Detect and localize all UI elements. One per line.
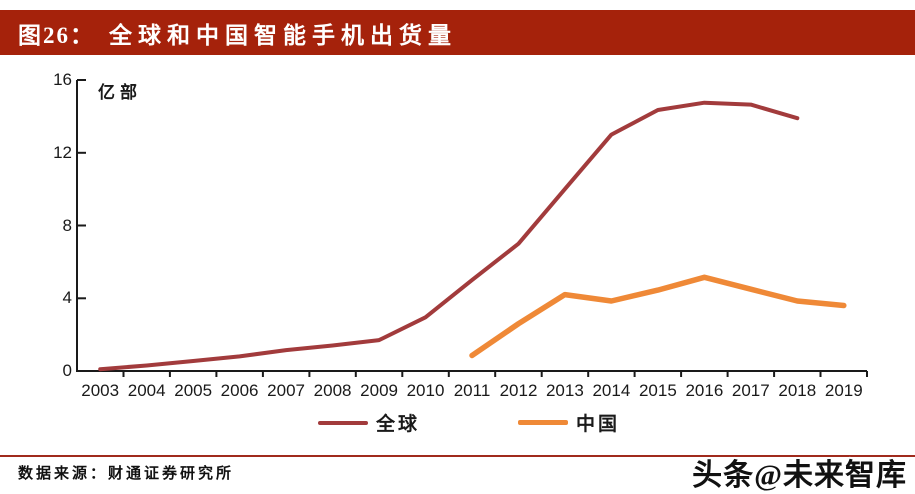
x-tick-label: 2019 — [824, 381, 863, 400]
x-tick-label: 2004 — [127, 381, 166, 400]
legend-item-china: 中国 — [517, 409, 620, 436]
x-tick-label: 2018 — [778, 381, 817, 400]
x-tick-label: 2009 — [360, 381, 398, 400]
y-tick-label: 8 — [62, 215, 72, 235]
x-tick-label: 2005 — [174, 381, 213, 400]
figure-number-label: 图26： — [18, 22, 95, 48]
x-tick-label: 2011 — [453, 381, 491, 400]
x-tick-label: 2006 — [220, 381, 259, 400]
x-tick-label: 2007 — [267, 381, 305, 400]
y-axis-unit-label: 亿部 — [98, 83, 142, 102]
x-tick-label: 2013 — [545, 381, 584, 400]
x-tick-label: 2015 — [638, 381, 677, 400]
x-tick-label: 2016 — [685, 381, 724, 400]
x-tick-label: 2003 — [81, 381, 120, 400]
x-tick-label: 2010 — [406, 381, 445, 400]
legend-label-global: 全球 — [376, 414, 421, 435]
title-banner: 图26： 全球和中国智能手机出货量 — [0, 10, 915, 55]
y-tick-label: 4 — [62, 288, 72, 308]
y-tick-label: 16 — [53, 70, 72, 89]
legend-label-china: 中国 — [575, 414, 620, 435]
footer-divider-line — [0, 455, 915, 457]
y-tick-label: 12 — [53, 142, 72, 162]
global-line-swatch — [318, 420, 368, 425]
series-line-china — [469, 274, 847, 359]
data-source-label: 数据来源：财通证券研究所 — [18, 466, 235, 482]
series-line-global — [98, 100, 800, 372]
china-line-swatch — [517, 420, 568, 425]
x-tick-label: 2012 — [499, 381, 538, 400]
axes — [76, 79, 868, 377]
watermark-text: 头条@未来智库 — [692, 459, 907, 492]
x-tick-label: 2017 — [731, 381, 770, 400]
x-tick-label: 2008 — [313, 381, 352, 400]
x-tick-label: 2014 — [592, 381, 631, 400]
legend: 全球 中国 — [318, 409, 620, 436]
legend-item-global: 全球 — [318, 409, 420, 436]
y-tick-label: 0 — [62, 361, 72, 380]
chart-title: 全球和中国智能手机出货量 — [109, 22, 457, 48]
